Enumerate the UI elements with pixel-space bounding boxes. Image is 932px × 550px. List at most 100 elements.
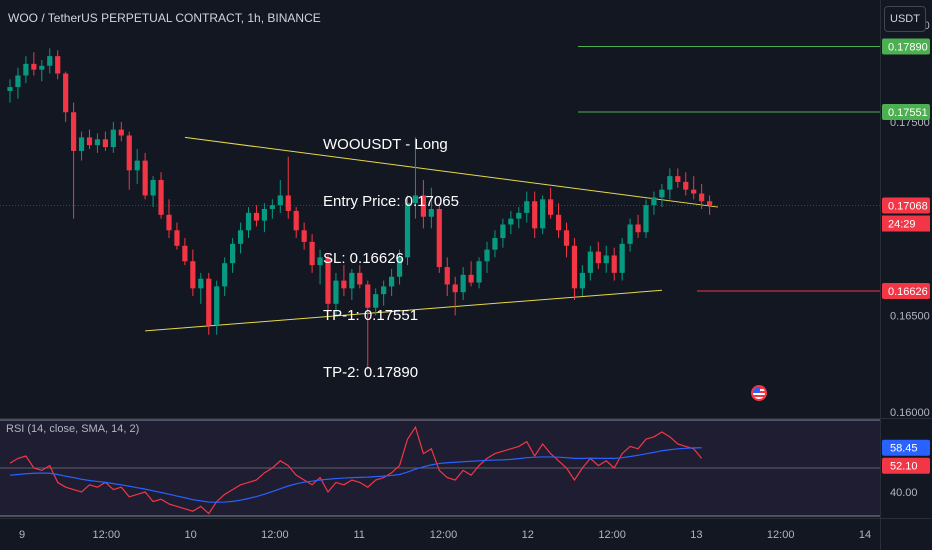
candle-body — [587, 251, 593, 273]
candle-body — [7, 87, 13, 91]
tp-level-label: 0.17890 — [888, 41, 928, 53]
candle-body — [198, 278, 204, 289]
candle-body — [651, 197, 657, 206]
candle-body — [301, 230, 307, 242]
annotation-line: WOOUSDT - Long — [323, 136, 448, 153]
candle-body — [516, 212, 522, 219]
x-tick-label: 12:00 — [93, 529, 121, 541]
candle-body — [532, 201, 538, 229]
candle-body — [230, 243, 236, 264]
rsi-value-label-bg — [882, 457, 930, 474]
currency-button[interactable]: USDT — [884, 6, 926, 32]
candle-body — [436, 209, 442, 268]
candle-body — [71, 112, 77, 151]
candle-body — [126, 135, 132, 171]
trendline — [145, 289, 663, 332]
candle-body — [206, 278, 212, 326]
sl-label-bg — [882, 283, 930, 300]
candle-body — [571, 245, 578, 289]
candle-body — [396, 257, 403, 277]
candle-body — [563, 230, 570, 246]
candle-body — [317, 257, 323, 266]
countdown-label: 24:29 — [888, 219, 916, 231]
tp-level-label: 0.17551 — [888, 107, 928, 119]
trade-annotation: WOOUSDT - Long Entry Price: 0.17065 SL: … — [323, 97, 459, 401]
x-tick-label: 11 — [353, 529, 364, 541]
candle-body — [365, 284, 371, 308]
candle-body — [293, 210, 299, 231]
rsi-line — [9, 425, 703, 515]
candle-body — [94, 139, 101, 146]
price-level-labels: 0.17890 0.17551 0.17068 24:29 0.16626 58.45 52… — [882, 38, 930, 474]
candle-body — [23, 63, 29, 76]
x-tick-label: 12:00 — [767, 529, 795, 541]
last-level-label: 0.17068 — [888, 201, 928, 213]
candle-body — [452, 284, 458, 293]
rsi-band-fill — [0, 420, 880, 516]
rsi-value-label: 52.10 — [890, 461, 918, 473]
candle-body — [500, 224, 506, 239]
us-flag-icon[interactable] — [751, 385, 767, 401]
candle-body — [476, 261, 482, 283]
candle-body — [269, 205, 275, 209]
candle-body — [110, 129, 116, 148]
candle-body — [548, 199, 554, 215]
trendlines — [145, 136, 719, 332]
candle-body — [627, 224, 633, 244]
x-tick-label: 12:00 — [430, 529, 458, 541]
candle-body — [611, 255, 617, 273]
y-tick-label: 0.16000 — [890, 407, 930, 419]
candle-body — [333, 280, 339, 304]
candle-body — [63, 73, 69, 113]
candle-body — [118, 129, 124, 136]
candle-body — [309, 241, 315, 266]
candle-body — [253, 212, 260, 221]
candle-body — [285, 195, 291, 211]
x-tick-label: 13 — [690, 529, 702, 541]
candle-body — [325, 257, 331, 304]
x-tick-label: 12:00 — [261, 529, 289, 541]
candle-body — [245, 212, 252, 231]
candle-body — [174, 230, 180, 246]
x-tick-label: 14 — [859, 529, 871, 541]
candle-body — [150, 179, 156, 196]
candle-body — [595, 251, 601, 264]
price-level-lines — [0, 45, 880, 292]
candle-body — [579, 272, 585, 289]
candle-body — [31, 63, 37, 70]
candle-body — [142, 160, 148, 196]
candle-body — [381, 286, 387, 295]
time-axis-ticks: 9 12:00 10 12:00 11 12:00 12 12:00 13 12:00 14 — [19, 529, 871, 541]
annotation-line: TP-2: 0.17890 — [323, 364, 419, 381]
annotation-line: TP-1: 0.17551 — [323, 307, 419, 324]
candle-body — [166, 214, 172, 231]
candle-body — [444, 267, 450, 285]
candle-body — [190, 261, 196, 289]
candle-body — [349, 272, 355, 289]
candle-body — [691, 189, 697, 194]
candle-body — [492, 238, 498, 250]
rsi-title: RSI (14, close, SMA, 14, 2) — [6, 423, 140, 435]
y-tick-label: 0.17500 — [890, 117, 930, 129]
candle-body — [699, 193, 705, 202]
candle-body — [412, 195, 419, 204]
x-tick-label: 12:00 — [598, 529, 626, 541]
x-tick-label: 12 — [522, 529, 534, 541]
candle-body — [389, 276, 395, 287]
candle-body — [603, 255, 609, 264]
candle-body — [102, 139, 108, 148]
rsi-value-label-bg — [882, 439, 930, 456]
sl-level-label: 0.16626 — [888, 286, 928, 298]
candle-body — [428, 209, 434, 217]
rsi-value-label: 58.45 — [890, 443, 918, 455]
rsi-series — [9, 425, 703, 515]
candle-body — [55, 56, 61, 74]
candle-body — [707, 201, 713, 206]
y-tick-label: 0.16500 — [890, 310, 930, 322]
candle-body — [404, 203, 411, 258]
x-tick-label: 9 — [19, 529, 25, 541]
candle-body — [420, 195, 426, 217]
candle-body — [214, 286, 220, 326]
x-tick-label: 10 — [184, 529, 196, 541]
